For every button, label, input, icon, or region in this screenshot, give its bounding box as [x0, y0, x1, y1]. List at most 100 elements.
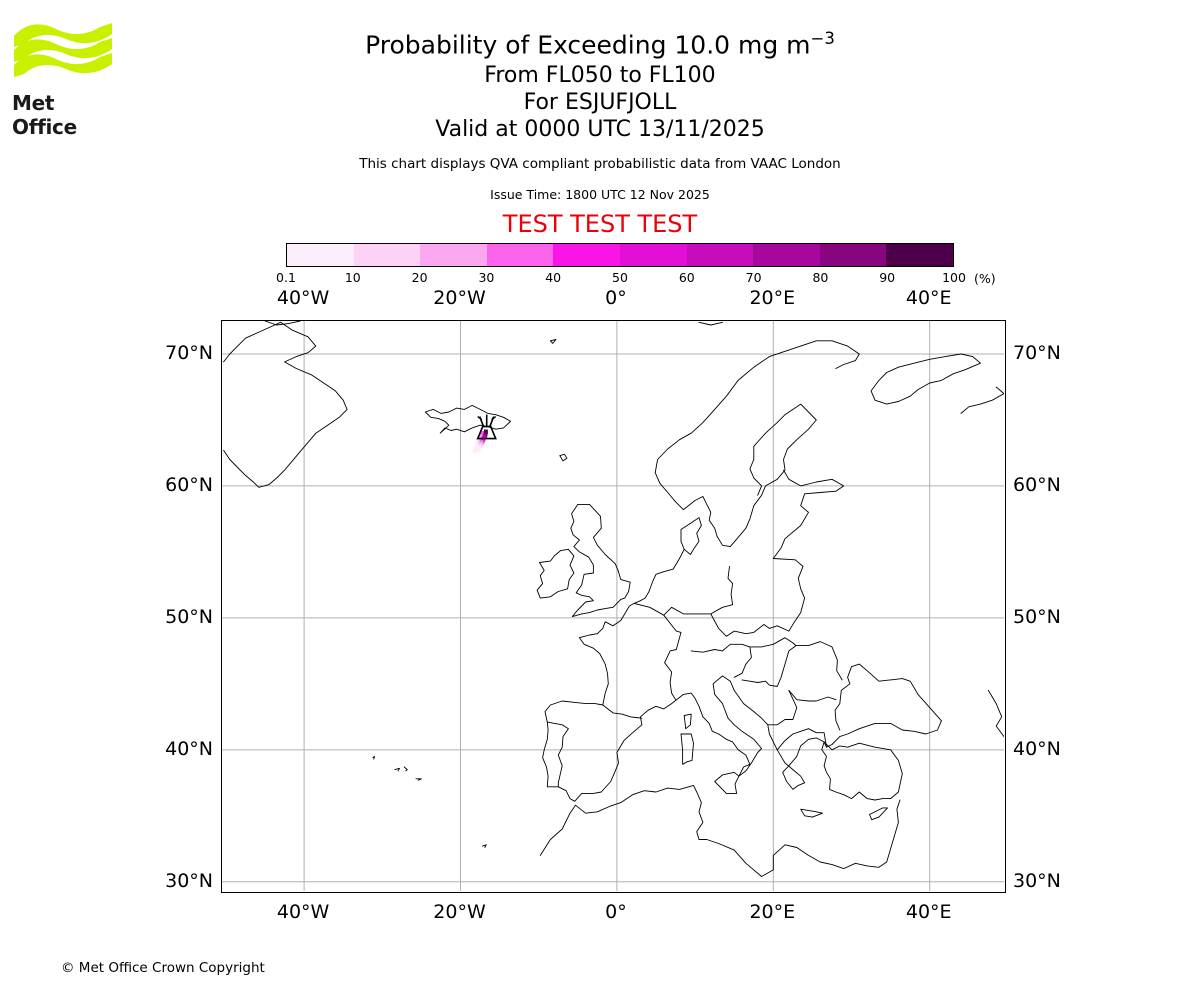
coastline-segment [680, 733, 694, 765]
coastline-segment [772, 469, 845, 559]
colorbar-tick-100: 100 [942, 270, 966, 285]
volcano-subtitle: For ESJUFJOLL [523, 90, 677, 116]
coastline-segment [394, 767, 400, 772]
colorbar-band-10-20 [353, 244, 421, 266]
lat-label-left-30°N: 30°N [165, 869, 213, 892]
colorbar-tick-labels: 0.1 10 20 30 40 50 60 70 80 90 100 [276, 270, 966, 288]
coastline-segment [800, 808, 824, 818]
lat-label-left-70°N: 70°N [165, 341, 213, 364]
coastline-segment [710, 558, 806, 637]
page-title-text: Probability of Exceeding 10.0 mg m [365, 30, 811, 60]
coastline-segment [680, 517, 702, 555]
lon-label-bottom-20°W: 20°W [433, 901, 486, 923]
lon-label-top-0°: 0° [605, 287, 627, 309]
lat-label-left-60°N: 60°N [165, 473, 213, 496]
coastline-segment [869, 807, 888, 821]
coastline-segment [481, 844, 487, 848]
coastline-segment [960, 386, 1004, 414]
plume-cell-3pct [476, 447, 481, 452]
coastline-segment [536, 548, 575, 599]
probability-colorbar: 0.1 10 20 30 40 50 60 70 80 90 100 [276, 243, 966, 288]
coastline-segment [654, 340, 860, 474]
coastline-segment [539, 784, 901, 877]
colorbar-band-90-100 [886, 244, 953, 266]
coastline-segment [549, 339, 557, 344]
lon-label-bottom-40°W: 40°W [276, 901, 330, 923]
coastline-segment [654, 403, 817, 548]
coastline-segment [776, 728, 827, 751]
coastline-segment [821, 741, 903, 801]
lat-label-right-40°N: 40°N [1013, 737, 1061, 760]
colorbar-band-70-80 [753, 244, 820, 266]
lon-label-bottom-20°E: 20°E [749, 901, 796, 923]
chart-title-block: Probability of Exceeding 10.0 mg m−3 Fro… [0, 22, 1200, 239]
valid-time-subtitle: Valid at 0000 UTC 13/11/2025 [435, 117, 765, 143]
lat-label-right-30°N: 30°N [1013, 869, 1061, 892]
map-plot-area [221, 320, 1006, 893]
test-banner: TEST TEST TEST [502, 210, 698, 239]
coastlines [223, 321, 1004, 877]
map-gridlines [222, 321, 1004, 891]
volcano-ray-right [491, 416, 497, 421]
colorbar-tick-20: 20 [411, 270, 428, 285]
lon-label-top-20°W: 20°W [433, 287, 486, 309]
colorbar-bands [286, 243, 954, 267]
volcano-ray-left [477, 416, 483, 421]
colorbar-tick-70: 70 [745, 270, 762, 285]
coastline-segment [788, 689, 837, 702]
met-office-logo: Met Office [12, 20, 122, 139]
coastline-segment [372, 755, 375, 760]
flight-level-subtitle: From FL050 to FL100 [484, 63, 716, 89]
colorbar-tick-0.1: 0.1 [276, 270, 296, 285]
map-canvas [222, 321, 1004, 891]
copyright-footer: © Met Office Crown Copyright [61, 960, 265, 976]
plume-cell-halo [473, 448, 477, 454]
coastline-segment [223, 321, 282, 363]
page-title-exponent: −3 [810, 29, 835, 48]
lon-label-bottom-40°E: 40°E [905, 901, 952, 923]
lat-label-right-60°N: 60°N [1013, 473, 1061, 496]
coastline-segment [602, 704, 643, 719]
lon-label-top-20°E: 20°E [749, 287, 796, 309]
met-office-logo-text: Met Office [12, 91, 77, 139]
coastline-segment [698, 321, 723, 326]
colorbar-band-20-30 [420, 244, 487, 266]
colorbar-tick-10: 10 [344, 270, 361, 285]
coastline-segment [542, 548, 942, 802]
coastline-segment [570, 503, 631, 618]
met-office-wave-mark [14, 23, 112, 77]
lon-label-bottom-0°: 0° [605, 901, 627, 923]
coastline-segment [264, 321, 301, 326]
coastline-segment [403, 766, 408, 772]
lon-label-top-40°W: 40°W [276, 287, 330, 309]
lat-label-right-70°N: 70°N [1013, 341, 1061, 364]
lat-label-right-50°N: 50°N [1013, 605, 1061, 628]
colorbar-tick-80: 80 [812, 270, 829, 285]
colorbar-band-80-90 [819, 244, 887, 266]
colorbar-band-0.1-10 [287, 244, 354, 266]
issue-time: Issue Time: 1800 UTC 12 Nov 2025 [490, 187, 710, 203]
colorbar-unit-label: (%) [974, 271, 996, 286]
lat-label-left-40°N: 40°N [165, 737, 213, 760]
coastline-segment [834, 663, 942, 731]
coastline-segment [683, 713, 692, 730]
lat-label-left-50°N: 50°N [165, 605, 213, 628]
coastline-segment [741, 637, 797, 687]
colorbar-tick-30: 30 [478, 270, 495, 285]
coastline-segment [424, 404, 512, 434]
coastline-segment [223, 321, 348, 488]
page-title: Probability of Exceeding 10.0 mg m−3 [0, 22, 1200, 62]
colorbar-tick-90: 90 [879, 270, 896, 285]
coastline-segment [690, 643, 752, 678]
coastline-segment [415, 778, 422, 781]
lon-label-top-40°E: 40°E [905, 287, 952, 309]
coastline-segment [714, 771, 740, 794]
coastline-segment [546, 721, 569, 788]
coastline-segment [559, 453, 568, 462]
volcano-marker-esjufjoll [476, 414, 497, 440]
coastline-segment [870, 353, 981, 405]
colorbar-tick-40: 40 [545, 270, 562, 285]
coastline-segment [987, 689, 1004, 738]
colorbar-band-50-60 [619, 244, 687, 266]
colorbar-band-30-40 [486, 244, 554, 266]
